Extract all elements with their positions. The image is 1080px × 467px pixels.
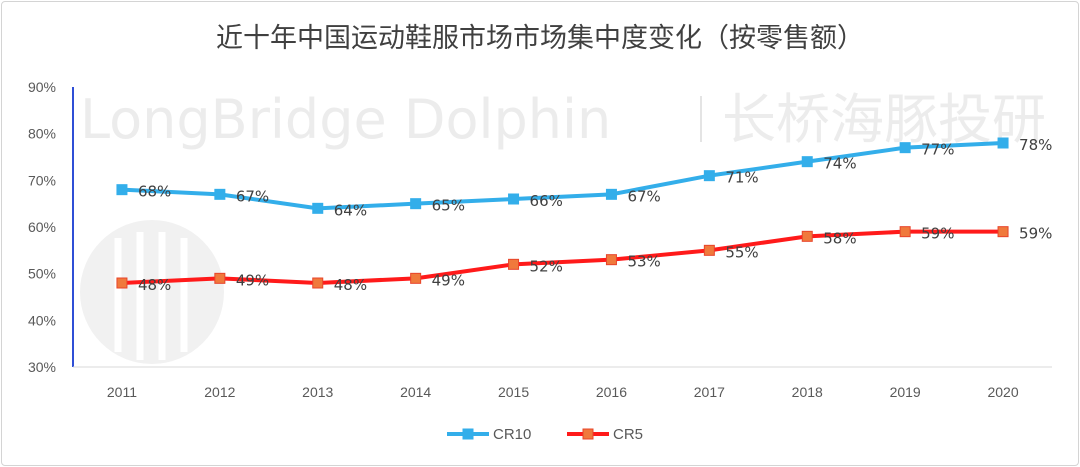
data-point-marker xyxy=(801,230,813,242)
legend: CR10 CR5 xyxy=(447,426,643,443)
data-label: 49% xyxy=(432,271,465,289)
data-label: 59% xyxy=(921,225,954,243)
data-point-marker xyxy=(410,272,422,284)
y-tick-label: 60% xyxy=(28,219,56,235)
x-tick-label: 2018 xyxy=(792,384,823,400)
x-tick-label: 2016 xyxy=(596,384,627,400)
legend-marker xyxy=(582,428,594,440)
data-point-marker xyxy=(508,193,520,205)
x-tick-label: 2015 xyxy=(498,384,529,400)
y-tick-label: 50% xyxy=(28,266,56,282)
series-cr10: 68% 67% 64% 65% 66% 67% 71% 74% 77% 78% xyxy=(116,136,1052,219)
x-tick-label: 2014 xyxy=(400,384,431,400)
data-label: 66% xyxy=(530,192,563,210)
x-tick-label: 2020 xyxy=(987,384,1018,400)
data-point-marker xyxy=(703,244,715,256)
data-point-marker xyxy=(801,156,813,168)
data-point-marker xyxy=(703,170,715,182)
watermark-logo-strokes xyxy=(114,232,188,360)
y-axis-ticks: 30% 40% 50% 60% 70% 80% 90% xyxy=(28,79,56,375)
data-label: 77% xyxy=(921,141,954,159)
x-tick-label: 2017 xyxy=(694,384,725,400)
series-cr5: 48% 49% 48% 49% 52% 53% 55% 58% 59% 59% xyxy=(116,225,1052,294)
x-tick-label: 2011 xyxy=(107,384,137,400)
watermark-text-cn: 长桥海豚投研 xyxy=(722,88,1046,151)
legend-item-cr5: CR5 xyxy=(567,426,643,443)
data-label: 78% xyxy=(1019,136,1052,154)
data-point-marker xyxy=(997,226,1009,238)
y-tick-label: 40% xyxy=(28,312,56,328)
data-point-marker xyxy=(899,142,911,154)
x-tick-label: 2012 xyxy=(204,384,235,400)
data-label: 68% xyxy=(138,183,171,201)
legend-label: CR10 xyxy=(493,426,531,443)
series-layer: 68% 67%64% 65% 66% 67%71%74%77% 78%48% 49% 48% 4… xyxy=(116,136,1052,294)
data-label: 55% xyxy=(725,243,758,261)
data-label: 48% xyxy=(334,276,367,294)
data-point-marker xyxy=(605,254,617,266)
data-label: 65% xyxy=(432,197,465,215)
data-label: 64% xyxy=(334,201,367,219)
data-point-marker xyxy=(214,188,226,200)
data-point-marker xyxy=(899,226,911,238)
chart-title: 近十年中国运动鞋服市场市场集中度变化（按零售额） xyxy=(216,23,864,54)
series-line xyxy=(119,141,1006,211)
data-label: 67% xyxy=(236,187,269,205)
data-point-marker xyxy=(312,277,324,289)
data-point-marker xyxy=(508,258,520,270)
y-tick-label: 90% xyxy=(28,79,56,95)
data-point-marker xyxy=(312,202,324,214)
series-line xyxy=(119,229,1006,285)
data-point-marker xyxy=(410,198,422,210)
data-point-marker xyxy=(997,137,1009,149)
data-point-marker xyxy=(116,277,128,289)
data-label: 59% xyxy=(1019,225,1052,243)
y-tick-label: 30% xyxy=(28,359,56,375)
data-point-marker xyxy=(116,184,128,196)
data-label: 58% xyxy=(823,229,856,247)
legend-item-cr10: CR10 xyxy=(447,426,531,443)
x-tick-label: 2019 xyxy=(890,384,921,400)
y-tick-label: 80% xyxy=(28,126,56,142)
watermark-text: LongBridge Dolphin xyxy=(80,88,611,151)
watermark: LongBridge Dolphin 长桥海豚投研 xyxy=(80,88,1046,364)
legend-marker xyxy=(462,428,474,440)
x-axis-ticks: 2011 2012 2013 2014 2015 2016 2017 2018 2019 2020 xyxy=(107,384,1019,400)
legend-label: CR5 xyxy=(613,426,643,443)
data-label: 71% xyxy=(725,169,758,187)
x-tick-label: 2013 xyxy=(302,384,333,400)
data-label: 53% xyxy=(627,253,660,271)
y-tick-label: 70% xyxy=(28,172,56,188)
data-label: 52% xyxy=(530,257,563,275)
data-label: 49% xyxy=(236,271,269,289)
data-label: 48% xyxy=(138,276,171,294)
data-point-marker xyxy=(605,188,617,200)
data-point-marker xyxy=(214,272,226,284)
data-label: 74% xyxy=(823,155,856,173)
watermark-divider xyxy=(700,96,702,142)
data-label: 67% xyxy=(627,187,660,205)
